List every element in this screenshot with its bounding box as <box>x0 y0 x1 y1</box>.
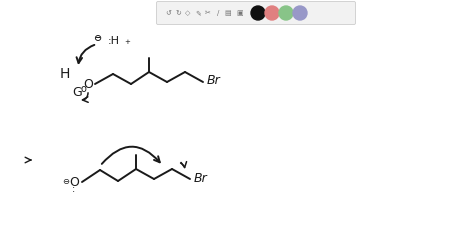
Text: ✂: ✂ <box>205 10 211 16</box>
Text: H: H <box>60 67 70 81</box>
Text: Br: Br <box>207 74 221 88</box>
Text: ✎: ✎ <box>195 10 201 16</box>
Text: G: G <box>72 87 82 99</box>
Text: ▣: ▣ <box>237 10 243 16</box>
Text: ↻: ↻ <box>175 10 181 16</box>
Circle shape <box>279 6 293 20</box>
FancyBboxPatch shape <box>156 1 356 25</box>
Text: :H: :H <box>108 36 120 46</box>
Text: ⊖: ⊖ <box>63 178 70 186</box>
Text: ⊖: ⊖ <box>93 33 101 43</box>
Circle shape <box>265 6 279 20</box>
Text: Br: Br <box>194 172 208 185</box>
Text: O: O <box>69 176 79 188</box>
Text: :: : <box>73 184 76 194</box>
Circle shape <box>251 6 265 20</box>
Text: /: / <box>217 10 219 16</box>
Text: +: + <box>124 39 130 45</box>
Text: ▤: ▤ <box>225 10 231 16</box>
Text: ◇: ◇ <box>185 10 191 16</box>
Text: ↺: ↺ <box>165 10 171 16</box>
Circle shape <box>293 6 307 20</box>
Text: O: O <box>83 77 93 91</box>
Text: o: o <box>80 84 86 94</box>
